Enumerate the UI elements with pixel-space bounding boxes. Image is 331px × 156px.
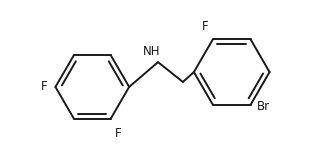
Text: Br: Br — [257, 100, 270, 113]
Text: F: F — [115, 127, 121, 140]
Text: F: F — [202, 20, 209, 34]
Text: NH: NH — [143, 45, 161, 58]
Text: F: F — [41, 80, 47, 93]
